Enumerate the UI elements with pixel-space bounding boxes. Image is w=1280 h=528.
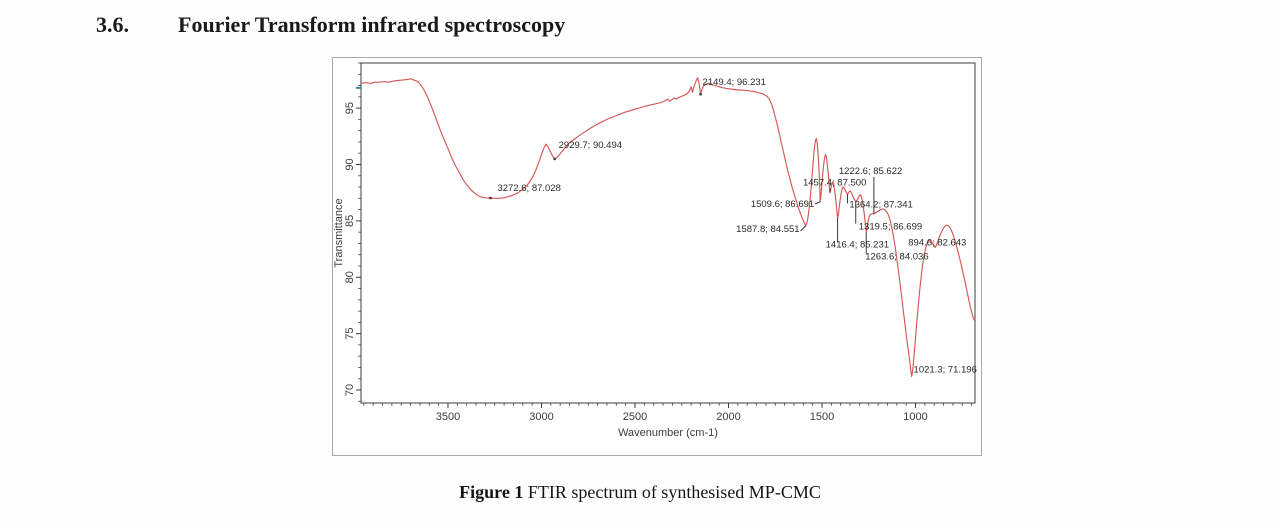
x-tick-label: 3000 [529, 411, 553, 423]
peak-annotations: 3272.6; 87.028 2929.7; 90.494 2149.4; 96.2… [489, 77, 977, 376]
figure-caption-label: Figure 1 [459, 482, 524, 502]
y-tick-label: 75 [344, 328, 356, 340]
y-axis-ticks [356, 62, 361, 402]
annotation-marker [699, 92, 702, 96]
peak-annotation-label: 1587.8; 84.551 [736, 224, 799, 235]
peak-annotation: 1319.5; 86.699 [855, 201, 922, 233]
peak-annotation: 1364.2; 87.341 [846, 194, 913, 210]
y-tick-label: 95 [344, 102, 356, 114]
figure-caption: Figure 1 FTIR spectrum of synthesised MP… [0, 482, 1280, 503]
peak-annotation-label: 2149.4; 96.231 [703, 77, 766, 88]
figure-caption-text: FTIR spectrum of synthesised MP-CMC [527, 482, 821, 502]
x-axis-title: Wavenumber (cm-1) [618, 427, 718, 439]
peak-annotation: 1021.3; 71.196 [914, 365, 977, 376]
peak-annotation: 1509.6; 86.691 [751, 199, 821, 210]
annotation-marker [553, 157, 556, 161]
y-tick-label: 70 [344, 384, 356, 396]
section-number: 3.6. [96, 12, 129, 37]
peak-annotation-label: 1457.4; 87.500 [803, 178, 866, 189]
peak-annotation: 1263.6; 84.036 [865, 231, 929, 263]
peak-annotation: 1222.6; 85.622 [839, 166, 902, 214]
x-axis-ticks [363, 403, 973, 408]
ftir-figure: 3500 3000 2500 2000 1500 1000 Wavenumber (cm-1… [332, 57, 982, 456]
y-tick-label: 85 [344, 215, 356, 227]
peak-annotation: 2149.4; 96.231 [699, 77, 766, 96]
x-tick-label: 1500 [810, 411, 834, 423]
peak-annotation-label: 1222.6; 85.622 [839, 166, 902, 177]
y-tick-label: 90 [344, 158, 356, 170]
peak-annotation-label: 1263.6; 84.036 [865, 252, 928, 263]
annotation-leader-line [800, 225, 806, 232]
y-axis-title: Transmittance [333, 198, 345, 267]
x-tick-label: 2500 [623, 411, 647, 423]
peak-annotation-label: 2929.7; 90.494 [559, 140, 622, 151]
peak-annotation: 1587.8; 84.551 [736, 224, 806, 235]
peak-annotation: 3272.6; 87.028 [489, 183, 561, 200]
annotation-marker [489, 196, 492, 200]
x-axis-labels: 3500 3000 2500 2000 1500 1000 [436, 411, 928, 423]
x-tick-label: 3500 [436, 411, 460, 423]
peak-annotation: 1457.4; 87.500 [803, 178, 866, 193]
y-tick-label: 80 [344, 271, 356, 283]
annotation-leader-line [815, 201, 821, 205]
peak-annotation-label: 1416.4; 85.231 [826, 239, 889, 250]
peak-annotation-label: 1364.2; 87.341 [849, 199, 912, 210]
peak-annotation-label: 1319.5; 86.699 [859, 222, 922, 233]
section-heading: 3.6. Fourier Transform infrared spectrosc… [96, 12, 565, 38]
peak-annotation: 894.6; 82.643 [908, 237, 966, 248]
x-tick-label: 1000 [903, 411, 927, 423]
peak-annotation: 2929.7; 90.494 [553, 140, 622, 161]
spectrum-line [360, 77, 976, 378]
peak-annotation-label: 3272.6; 87.028 [497, 183, 560, 194]
plot-border [360, 62, 976, 404]
ftir-spectrum-chart: 3500 3000 2500 2000 1500 1000 Wavenumber (cm-1… [333, 62, 977, 439]
peak-annotation: 1416.4; 85.231 [826, 218, 889, 250]
peak-annotation-label: 894.6; 82.643 [908, 237, 966, 248]
x-tick-label: 2000 [716, 411, 740, 423]
peak-annotation-label: 1509.6; 86.691 [751, 199, 814, 210]
y-axis-labels: 70 75 80 85 90 95 [344, 102, 356, 396]
section-title: Fourier Transform infrared spectroscopy [178, 12, 566, 37]
peak-annotation-label: 1021.3; 71.196 [914, 365, 977, 376]
